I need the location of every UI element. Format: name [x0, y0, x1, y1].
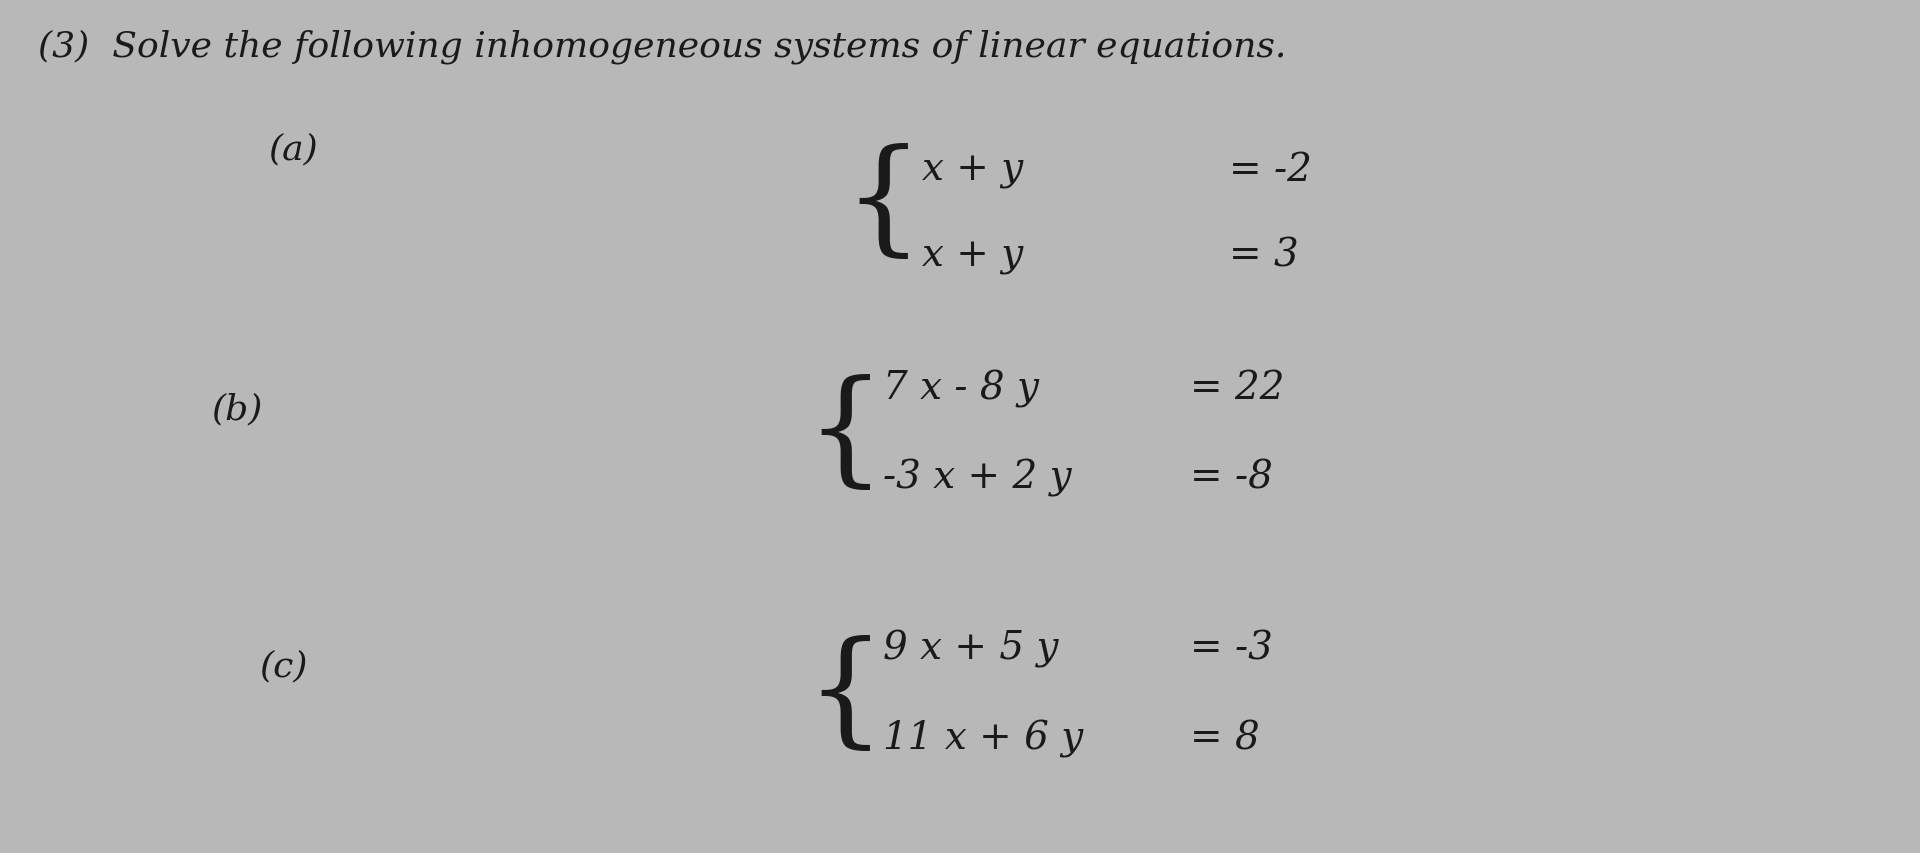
- Text: = -8: = -8: [1190, 459, 1273, 496]
- Text: = 22: = 22: [1190, 369, 1284, 407]
- Text: = -3: = -3: [1190, 630, 1273, 667]
- Text: x + y: x + y: [922, 152, 1023, 189]
- Text: {: {: [804, 635, 885, 756]
- Text: 11 x + 6 y: 11 x + 6 y: [883, 719, 1083, 757]
- Text: (b): (b): [211, 392, 263, 426]
- Text: x + y: x + y: [922, 237, 1023, 275]
- Text: (3)  Solve the following inhomogeneous systems of linear equations.: (3) Solve the following inhomogeneous sy…: [38, 30, 1286, 64]
- Text: {: {: [843, 144, 924, 265]
- Text: 9 x + 5 y: 9 x + 5 y: [883, 630, 1058, 667]
- Text: -3 x + 2 y: -3 x + 2 y: [883, 459, 1071, 496]
- Text: 7 x - 8 y: 7 x - 8 y: [883, 369, 1039, 407]
- Text: = 3: = 3: [1229, 237, 1298, 275]
- Text: (a): (a): [269, 132, 319, 166]
- Text: = 8: = 8: [1190, 719, 1260, 757]
- Text: {: {: [804, 374, 885, 496]
- Text: (c): (c): [259, 648, 307, 682]
- Text: = -2: = -2: [1229, 152, 1311, 189]
